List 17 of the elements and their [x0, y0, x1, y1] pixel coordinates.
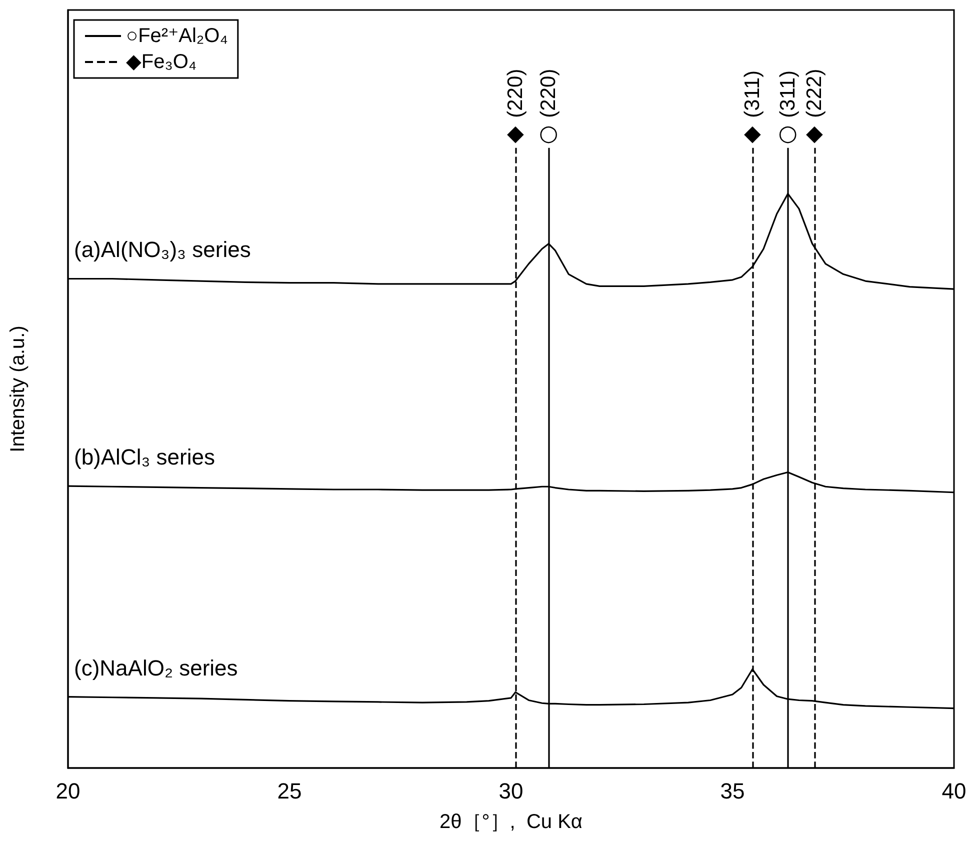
text: ◆Fe₃O₄	[126, 51, 197, 73]
ref-line-label: ○(220)	[537, 68, 560, 146]
series-label: (a)Al(NO₃)₃ series	[74, 237, 251, 262]
x-tick-label: 20	[56, 778, 80, 804]
y-axis-title: Intensity (a.u.)	[7, 326, 29, 452]
series-label: (c)NaAlO₂ series	[74, 655, 238, 680]
ref-line-label: ◆(220)	[504, 68, 527, 146]
x-tick-label: 40	[942, 778, 966, 804]
series-label: (b)AlCl₃ series	[74, 444, 215, 470]
ref-line-label: ◆(311)	[740, 70, 764, 146]
ref-line-label: ◆(222)	[802, 68, 826, 146]
x-tick-label: 25	[277, 778, 302, 804]
x-tick-label: 30	[498, 778, 524, 804]
text: ○Fe²⁺Al₂O₄	[126, 25, 228, 47]
ref-line-label: ○(311)	[776, 70, 800, 146]
x-tick-label: 35	[720, 778, 745, 804]
x-axis-title: 2θ［°］, Cu Kα	[440, 811, 582, 833]
